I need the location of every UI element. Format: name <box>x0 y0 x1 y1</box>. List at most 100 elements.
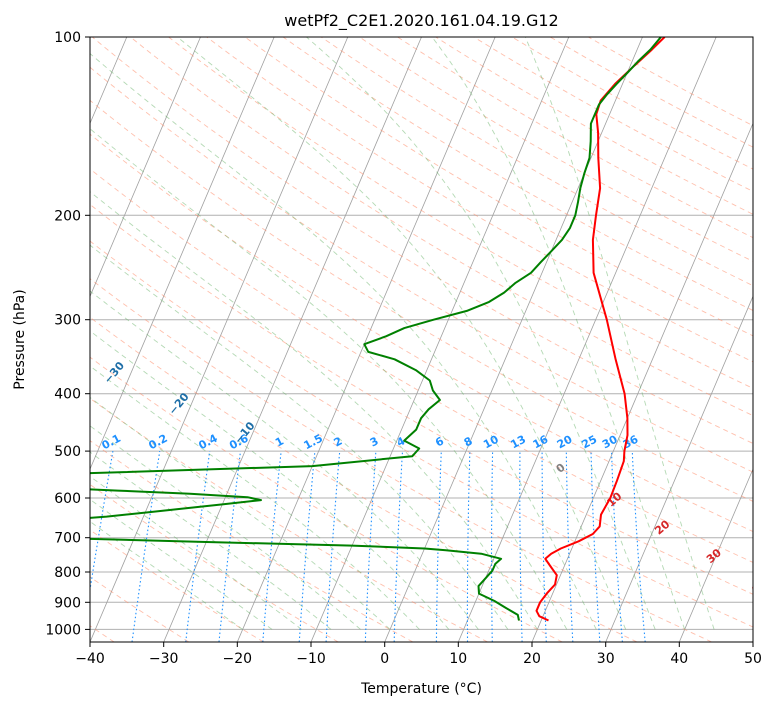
y-tick-label: 200 <box>54 208 81 224</box>
dry-adiabat-line <box>244 37 753 337</box>
dry-adiabat-line <box>282 37 753 311</box>
moist-adiabat-line <box>90 53 597 630</box>
y-axis: 100 200 300 400 500 600 700 800 900 1000 <box>45 30 90 638</box>
isotherm-line <box>531 122 753 642</box>
chart-title: wetPf2_C2E1.2020.161.04.19.G12 <box>284 11 558 31</box>
x-axis-title: Temperature (°C) <box>360 681 482 697</box>
mixing-ratio-label: 3 <box>368 434 381 449</box>
mixing-ratio-line <box>90 451 114 594</box>
background-lines <box>90 37 753 642</box>
series-layer <box>90 37 666 622</box>
dry-adiabat-line <box>473 37 753 192</box>
mixing-ratio-label: 13 <box>508 433 528 452</box>
y-tick-label: 600 <box>54 491 81 507</box>
x-tick-label: 20 <box>523 651 541 667</box>
mixing-ratio-line <box>590 451 601 642</box>
dry-adiabat-label: −10 <box>232 419 258 446</box>
mixing-ratio-line <box>466 451 471 642</box>
dry-adiabat-line <box>588 37 753 127</box>
x-tick-label: 0 <box>380 651 389 667</box>
moist-adiabat-line <box>90 191 538 630</box>
mixing-ratio-label: 2 <box>332 434 345 449</box>
line-labels: 0.10.20.40.611.52346810131620253036−100−… <box>0 277 768 598</box>
mixing-ratio-label: 16 <box>531 433 551 452</box>
moist-adiabat-line <box>90 520 243 630</box>
moist-adiabat-label: 40 <box>748 578 768 598</box>
dry-adiabat-label: −40 <box>36 328 62 355</box>
mixing-ratio-label: 8 <box>462 434 475 449</box>
moist-adiabat-line <box>90 128 568 630</box>
moist-adiabat-line <box>177 37 627 630</box>
moist-adiabat-line <box>524 37 715 630</box>
x-tick-label: 50 <box>744 651 762 667</box>
mixing-ratio-line <box>631 451 646 642</box>
dry-adiabat-label: −50 <box>0 277 6 304</box>
dry-adiabat-line <box>90 483 339 642</box>
dry-adiabat-line <box>90 576 190 642</box>
mixing-ratio-line <box>519 451 523 642</box>
x-tick-label: −10 <box>296 651 326 667</box>
mixing-ratio-line <box>298 451 316 642</box>
isotherm-line <box>90 37 201 298</box>
y-tick-label: 500 <box>54 444 81 460</box>
moist-adiabat-label: 30 <box>704 546 724 566</box>
moist-adiabat-line <box>90 498 273 630</box>
y-tick-label: 700 <box>54 531 81 547</box>
dry-adiabat-line <box>92 37 753 444</box>
dry-adiabat-line <box>90 99 753 502</box>
isotherm-line <box>752 640 753 642</box>
isotherm-line <box>457 37 717 642</box>
moist-adiabat-line <box>90 290 479 630</box>
dry-adiabat-line <box>435 37 753 215</box>
x-axis: −40 −30 −20 −10 0 10 20 30 40 50 <box>75 642 762 667</box>
mixing-ratio-label: 10 <box>481 433 501 452</box>
dewpoint-profile-line <box>90 37 662 621</box>
mixing-ratio-label: 30 <box>600 433 620 452</box>
mixing-ratio-label: 25 <box>580 433 600 452</box>
dry-adiabat-line <box>90 66 753 473</box>
x-tick-label: 30 <box>597 651 615 667</box>
mixing-ratio-line <box>435 451 442 642</box>
dry-adiabat-line <box>90 397 488 642</box>
moist-adiabat-line <box>90 475 302 630</box>
y-tick-label: 400 <box>54 387 81 403</box>
mixing-ratio-label: 0.1 <box>100 432 123 453</box>
dry-adiabat-line <box>511 37 753 170</box>
plot-frame <box>89 36 754 643</box>
mixing-ratio-label: 20 <box>555 433 575 452</box>
moist-adiabat-line <box>90 365 420 630</box>
isotherm-line <box>678 468 753 642</box>
x-tick-label: −40 <box>75 651 105 667</box>
isotherm-line <box>384 37 643 642</box>
x-tick-label: −20 <box>223 651 253 667</box>
dry-adiabat-line <box>90 316 638 642</box>
moist-adiabat-line <box>306 37 656 630</box>
moist-adiabat-line <box>90 425 361 630</box>
dry-adiabat-line <box>90 133 753 533</box>
mixing-ratio-label: 1.5 <box>302 432 325 453</box>
y-tick-label: 800 <box>54 565 81 581</box>
isotherm-line <box>236 37 496 642</box>
isotherm-line <box>605 295 753 642</box>
y-tick-label: 300 <box>54 313 81 329</box>
mixing-ratio-label: 0.2 <box>146 432 169 453</box>
temperature-profile-line <box>535 37 666 622</box>
mixing-ratio-line <box>218 451 242 642</box>
mixing-ratio-line <box>185 451 211 642</box>
moist-adiabat-line <box>90 330 450 630</box>
mixing-ratio-label: 36 <box>621 433 641 452</box>
x-tick-label: 10 <box>449 651 467 667</box>
mixing-ratio-line <box>131 451 161 642</box>
moist-adiabat-label: 20 <box>652 517 672 537</box>
isotherm-line <box>90 37 349 642</box>
dry-adiabat-line <box>90 240 753 628</box>
dry-adiabat-label: −30 <box>101 359 127 386</box>
dry-adiabat-line <box>206 37 753 363</box>
dry-adiabat-line <box>90 278 712 642</box>
y-axis-title: Pressure (hPa) <box>12 289 28 389</box>
dry-adiabat-line <box>549 37 753 148</box>
y-tick-label: 100 <box>54 30 81 46</box>
mixing-ratio-line <box>490 451 494 642</box>
mixing-ratio-line <box>262 451 282 642</box>
